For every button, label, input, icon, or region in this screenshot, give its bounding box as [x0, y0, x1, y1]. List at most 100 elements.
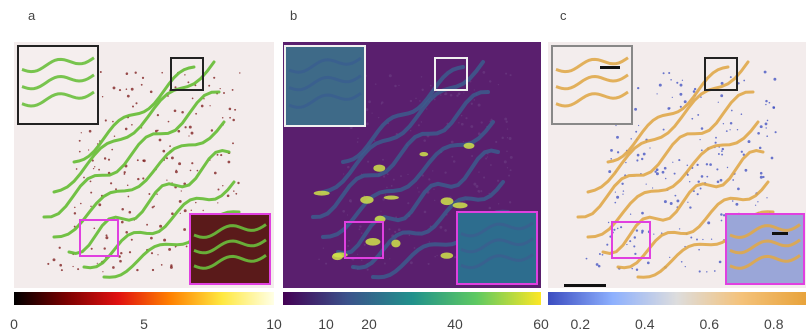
cell-dot — [629, 213, 632, 215]
cell-dot — [702, 238, 704, 241]
tissue-band — [311, 90, 490, 219]
cell-dot — [126, 184, 129, 187]
cell-dot — [131, 123, 133, 126]
cell-dot — [90, 247, 93, 250]
cell-dot — [159, 224, 163, 228]
cell-dot — [478, 171, 480, 173]
colorbar-b-tick-label: 20 — [361, 316, 377, 332]
cell-dot — [714, 141, 717, 144]
cell-dot — [187, 81, 190, 84]
cell-dot — [428, 178, 431, 181]
cell-dot — [90, 191, 93, 194]
cell-dot — [719, 178, 723, 182]
cell-dot — [646, 261, 650, 265]
cell-dot — [361, 232, 363, 234]
cell-dot — [400, 175, 402, 178]
cell-dot — [641, 157, 644, 161]
cell-dot — [671, 96, 673, 99]
cell-dot — [696, 193, 699, 196]
cell-dot — [92, 167, 95, 170]
cell-dot — [88, 129, 92, 133]
cell-dot — [79, 202, 82, 205]
tissue-band — [72, 65, 196, 164]
cell-dot — [501, 136, 504, 140]
cell-dot — [191, 162, 194, 165]
cell-dot — [136, 268, 139, 272]
zoom-inset-top — [17, 45, 99, 125]
tissue-band — [67, 148, 231, 256]
cell-dot — [135, 102, 138, 105]
cell-dot — [585, 257, 588, 260]
zoom-region-bottom — [611, 221, 651, 259]
hotspot — [313, 190, 330, 196]
cell-dot — [174, 170, 178, 174]
cell-dot — [409, 99, 413, 103]
cell-dot — [598, 253, 601, 255]
cell-dot — [112, 86, 116, 90]
cell-dot — [691, 117, 694, 120]
cell-dot — [635, 130, 638, 133]
cell-dot — [597, 264, 601, 268]
cell-dot — [678, 159, 681, 162]
cell-dot — [427, 262, 430, 265]
cell-dot — [610, 149, 613, 152]
cell-dot — [508, 201, 512, 204]
zoom-inset-top — [551, 45, 633, 125]
cell-dot — [679, 83, 683, 87]
cell-dot — [508, 137, 512, 140]
cell-dot — [717, 153, 720, 155]
cell-dot — [429, 84, 432, 87]
cell-dot — [181, 111, 184, 114]
cell-dot — [371, 112, 373, 114]
cell-dot — [687, 201, 689, 203]
cell-dot — [765, 103, 767, 106]
cell-dot — [709, 163, 712, 166]
cell-dot — [80, 132, 82, 134]
cell-dot — [98, 168, 101, 171]
cell-dot — [78, 139, 81, 142]
cell-dot — [359, 225, 362, 228]
cell-dot — [635, 268, 639, 272]
cell-dot — [698, 270, 701, 273]
cell-dot — [505, 120, 508, 123]
cell-dot — [98, 203, 102, 207]
cell-dot — [488, 192, 490, 195]
zoom-region-bottom — [79, 219, 119, 257]
cell-dot — [729, 76, 732, 79]
cell-dot — [717, 101, 719, 103]
inset-band — [21, 56, 95, 74]
cell-dot — [167, 120, 170, 123]
cell-dot — [426, 108, 428, 110]
cell-dot — [178, 162, 182, 166]
cell-dot — [718, 260, 722, 264]
cell-dot — [636, 153, 640, 157]
cell-dot — [121, 207, 124, 211]
cell-dot — [184, 74, 186, 76]
cell-dot — [469, 80, 472, 83]
cell-dot — [663, 200, 667, 204]
cell-dot — [58, 246, 61, 249]
cell-dot — [509, 74, 512, 77]
hotspot — [365, 238, 381, 246]
cell-dot — [477, 132, 481, 135]
cell-dot — [736, 128, 739, 131]
cell-dot — [696, 163, 699, 167]
cell-dot — [715, 136, 717, 139]
cell-dot — [679, 105, 682, 108]
cell-dot — [633, 236, 637, 239]
cell-dot — [217, 202, 219, 204]
cell-dot — [394, 84, 397, 88]
cell-dot — [347, 165, 350, 169]
cell-dot — [669, 202, 673, 205]
cell-dot — [423, 210, 427, 214]
cell-dot — [743, 79, 746, 82]
cell-dot — [482, 71, 486, 74]
cell-dot — [608, 170, 612, 174]
cell-dot — [342, 210, 345, 213]
cell-dot — [451, 155, 454, 158]
cell-dot — [195, 112, 198, 115]
cell-dot — [90, 205, 92, 208]
cell-dot — [87, 149, 90, 151]
cell-dot — [397, 228, 401, 232]
cell-dot — [413, 247, 416, 249]
